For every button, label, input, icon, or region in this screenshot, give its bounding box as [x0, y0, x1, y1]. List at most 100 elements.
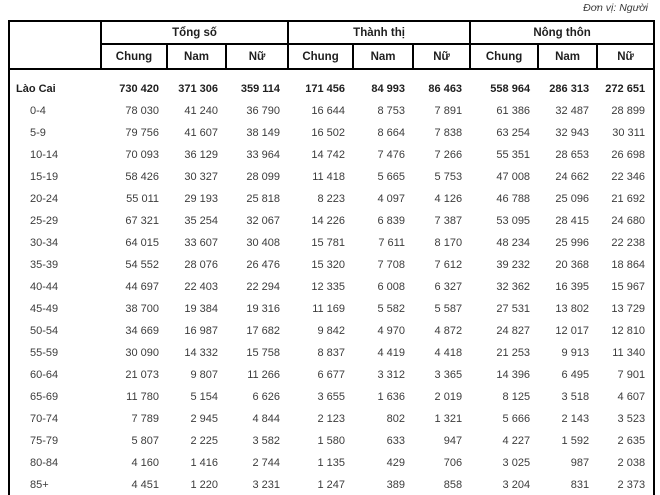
row-label: 80-84 [30, 457, 59, 469]
value-cell: 11 340 [612, 347, 646, 359]
table-row: 35-39 54 552 28 076 26 476 15 320 7 708 7 612 3… [9, 254, 654, 276]
value-cell: 16 502 [311, 127, 346, 139]
value-cell: 34 669 [125, 325, 159, 337]
value-cell: 3 523 [617, 413, 646, 425]
value-cell: 55 011 [126, 193, 159, 205]
value-cell: 15 967 [611, 281, 646, 293]
value-cell: 22 403 [184, 281, 218, 293]
row-label: 40-44 [30, 281, 59, 293]
value-cell: 25 818 [246, 193, 281, 205]
value-cell: 2 019 [434, 391, 463, 403]
table-row: 70-74 7 789 2 945 4 844 2 123 802 1 321 5 666 2 … [9, 408, 654, 430]
value-cell: 947 [443, 435, 463, 447]
value-cell: 32 487 [555, 105, 590, 117]
value-cell: 2 373 [617, 479, 646, 491]
column-subheader: Chung [287, 43, 355, 70]
value-cell: 28 653 [555, 149, 590, 161]
value-cell: 2 635 [617, 435, 646, 447]
value-cell: 21 253 [496, 347, 531, 359]
value-cell: 1 135 [317, 457, 346, 469]
value-cell: 30 090 [125, 347, 159, 359]
value-cell: 7 891 [434, 105, 463, 117]
row-label: 75-79 [30, 435, 59, 447]
row-label: 20-24 [30, 193, 59, 205]
column-subheader: Nam [537, 43, 599, 70]
value-cell: 7 612 [434, 259, 463, 271]
value-cell: 2 038 [617, 457, 646, 469]
value-cell: 19 316 [246, 303, 281, 315]
value-cell: 2 945 [190, 413, 218, 425]
table-row: 65-69 11 780 5 154 6 626 3 655 1 636 2 019 8 12… [9, 386, 654, 408]
value-cell: 7 611 [378, 237, 406, 249]
value-cell: 3 518 [561, 391, 590, 403]
value-cell: 286 313 [549, 83, 590, 95]
value-cell: 28 099 [246, 171, 281, 183]
unit-label: Đơn vị: Người [583, 2, 648, 14]
value-cell: 41 240 [184, 105, 218, 117]
value-cell: 9 913 [561, 347, 590, 359]
value-cell: 4 126 [434, 193, 463, 205]
table-row: 0-4 78 030 41 240 36 790 16 644 8 753 7 891 61 … [9, 100, 654, 122]
value-cell: 8 753 [377, 105, 406, 117]
value-cell: 6 327 [434, 281, 463, 293]
column-group-total: Tổng số [99, 20, 290, 45]
value-cell: 5 666 [502, 413, 531, 425]
table-row: 40-44 44 697 22 403 22 294 12 335 6 008 6 327 3… [9, 276, 654, 298]
value-cell: 67 321 [125, 215, 159, 227]
value-cell: 4 418 [434, 347, 463, 359]
row-label: 55-59 [30, 347, 59, 359]
value-cell: 30 408 [246, 237, 281, 249]
value-cell: 29 193 [184, 193, 218, 205]
value-cell: 28 899 [611, 105, 646, 117]
value-cell: 1 580 [317, 435, 346, 447]
value-cell: 39 232 [496, 259, 531, 271]
value-cell: 30 311 [612, 127, 646, 139]
value-cell: 7 838 [434, 127, 463, 139]
value-cell: 3 365 [434, 369, 463, 381]
table-row: Lào Cai 730 420 371 306 359 114 171 456 84 99… [9, 69, 654, 100]
value-cell: 6 008 [377, 281, 406, 293]
table-row: 85+ 4 451 1 220 3 231 1 247 389 858 3 204 831 2 3… [9, 474, 654, 495]
table-row: 50-54 34 669 16 987 17 682 9 842 4 970 4 872 24… [9, 320, 654, 342]
value-cell: 7 387 [434, 215, 463, 227]
value-cell: 5 154 [190, 391, 218, 403]
row-label: 85+ [30, 479, 49, 491]
value-cell: 3 312 [377, 369, 406, 381]
value-cell: 8 170 [434, 237, 463, 249]
value-cell: 7 476 [377, 149, 406, 161]
value-cell: 33 607 [184, 237, 218, 249]
value-cell: 389 [386, 479, 406, 491]
value-cell: 8 664 [377, 127, 406, 139]
row-label: 5-9 [30, 127, 46, 139]
value-cell: 15 320 [311, 259, 346, 271]
value-cell: 54 552 [125, 259, 159, 271]
value-cell: 14 332 [184, 347, 218, 359]
value-cell: 4 970 [377, 325, 406, 337]
value-cell: 8 125 [502, 391, 531, 403]
table-row: 15-19 58 426 30 327 28 099 11 418 5 665 5 753 4… [9, 166, 654, 188]
value-cell: 7 266 [434, 149, 463, 161]
value-cell: 5 807 [131, 435, 159, 447]
column-subheader: Nữ [596, 43, 656, 70]
value-cell: 24 680 [611, 215, 646, 227]
value-cell: 2 225 [190, 435, 218, 447]
value-cell: 19 384 [184, 303, 218, 315]
row-label: 10-14 [30, 149, 59, 161]
value-cell: 47 008 [496, 171, 531, 183]
value-cell: 7 901 [617, 369, 646, 381]
row-label: 50-54 [30, 325, 59, 337]
column-subheader: Nữ [412, 43, 472, 70]
table-row: 10-14 70 093 36 129 33 964 14 742 7 476 7 266 5… [9, 144, 654, 166]
value-cell: 1 220 [190, 479, 218, 491]
value-cell: 2 744 [252, 457, 281, 469]
value-cell: 7 789 [131, 413, 159, 425]
value-cell: 6 839 [377, 215, 406, 227]
value-cell: 633 [386, 435, 406, 447]
value-cell: 46 788 [496, 193, 531, 205]
column-subheader: Nữ [224, 43, 290, 70]
value-cell: 4 607 [617, 391, 646, 403]
value-cell: 15 758 [246, 347, 281, 359]
value-cell: 11 169 [312, 303, 346, 315]
value-cell: 36 790 [246, 105, 281, 117]
value-cell: 28 415 [555, 215, 590, 227]
